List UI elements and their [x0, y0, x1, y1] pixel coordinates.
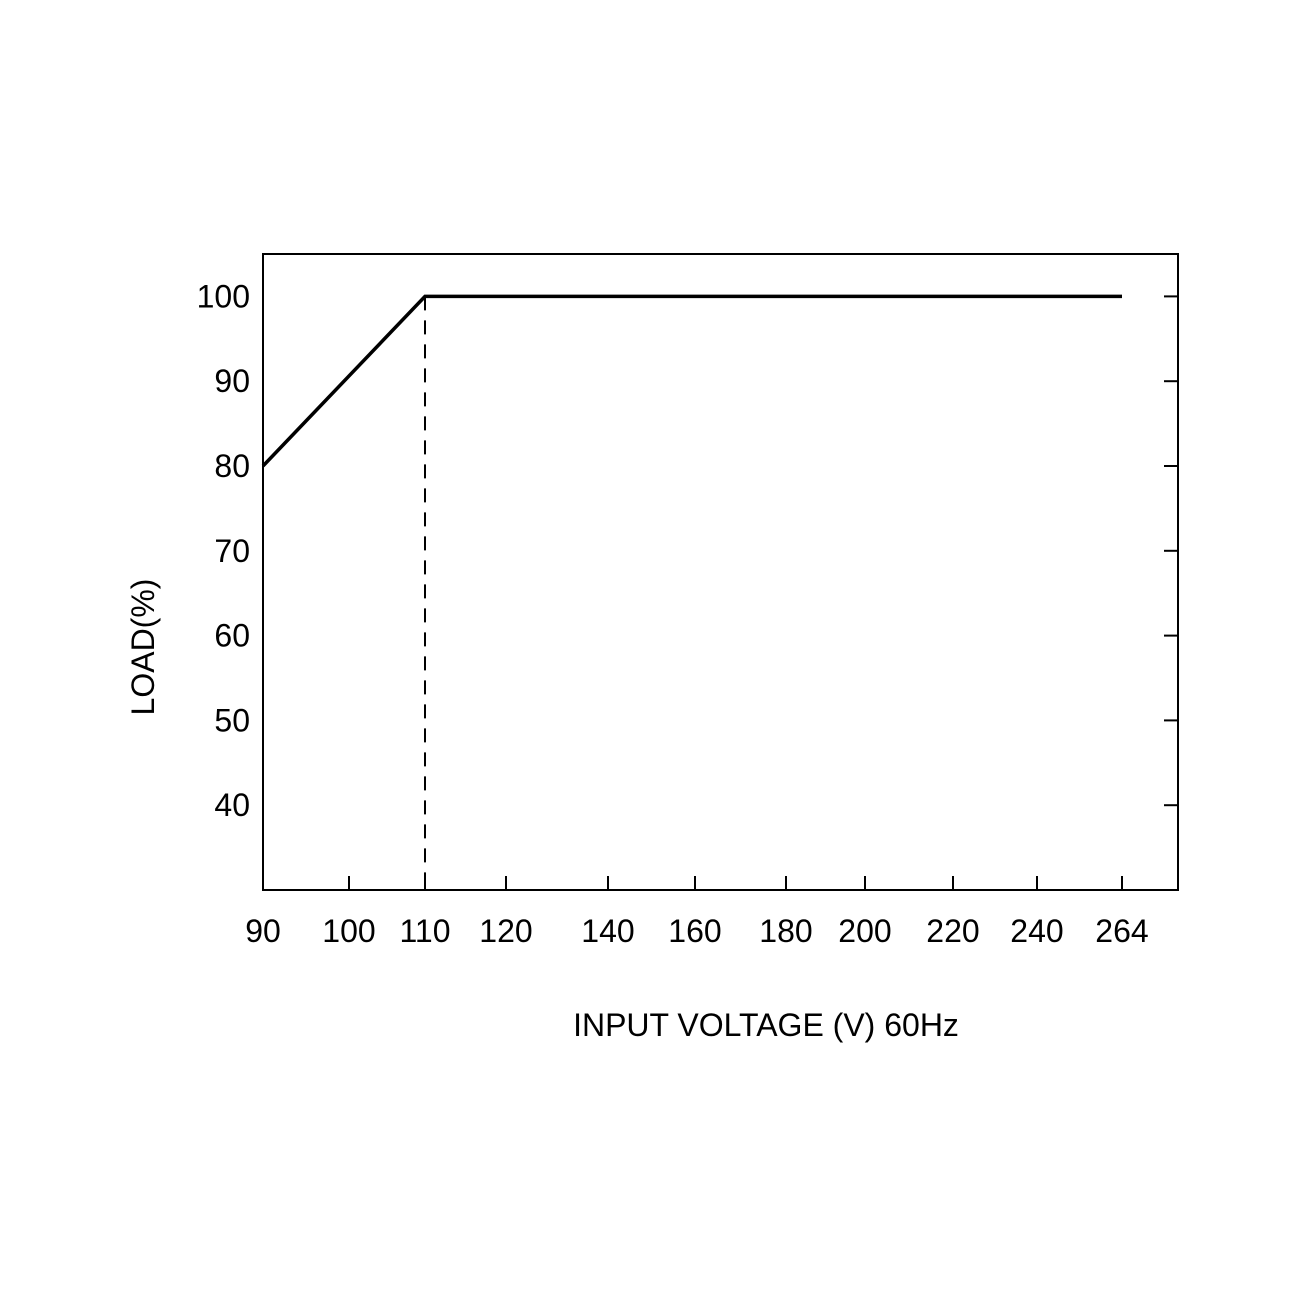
x-tick-label: 264 — [1095, 913, 1148, 949]
x-tick-label: 110 — [399, 913, 450, 949]
plot-frame — [262, 253, 1179, 891]
y-tick-label: 40 — [214, 787, 250, 823]
y-tick-label: 50 — [214, 702, 250, 738]
x-tick-label: 200 — [838, 913, 891, 949]
x-tick-label: 140 — [581, 913, 634, 949]
x-tick-label: 90 — [245, 913, 281, 949]
x-tick-label: 120 — [479, 913, 532, 949]
x-tick-label: 240 — [1010, 913, 1063, 949]
y-tick-label: 90 — [214, 363, 250, 399]
y-tick-label: 60 — [214, 618, 250, 654]
y-tick-label: 100 — [197, 278, 250, 314]
load-curve — [261, 294, 1122, 468]
y-axis-label: LOAD(%) — [125, 579, 161, 716]
x-tick-label: 180 — [759, 913, 812, 949]
y-tick-label: 70 — [214, 533, 250, 569]
x-tick-label: 160 — [668, 913, 721, 949]
x-tick-label: 220 — [926, 913, 979, 949]
y-tick-label: 80 — [214, 448, 250, 484]
x-tick-label: 100 — [322, 913, 375, 949]
x-axis-label: INPUT VOLTAGE (V) 60Hz — [573, 1007, 959, 1043]
